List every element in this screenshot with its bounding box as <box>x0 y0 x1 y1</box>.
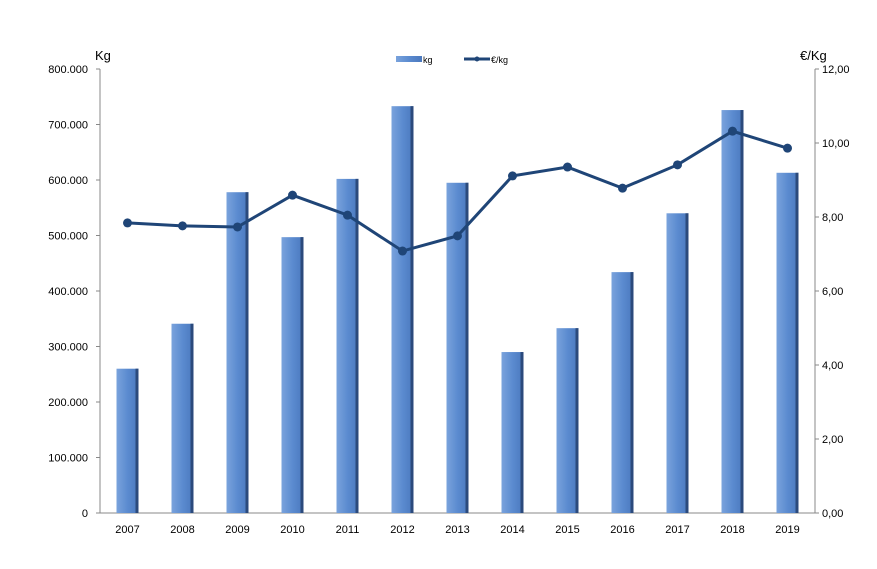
bar-2018 <box>721 110 744 513</box>
y-tick-label: 600.000 <box>48 175 88 187</box>
price-point-2007 <box>123 218 132 228</box>
y2-tick-label: 0,00 <box>822 508 843 520</box>
legend-kg-swatch <box>396 56 422 62</box>
price-point-2018 <box>728 126 737 136</box>
price-point-2015 <box>563 162 572 172</box>
y-tick-label: 0 <box>82 508 88 520</box>
price-point-2011 <box>343 210 352 220</box>
x-tick-label: 2018 <box>720 524 744 536</box>
bar-2014 <box>501 352 524 513</box>
y2-tick-label: 4,00 <box>822 360 843 372</box>
bar-edge-2013 <box>465 182 469 513</box>
bar-2008 <box>171 323 194 513</box>
bar-edge-2014 <box>520 352 524 513</box>
y-tick-label: 200.000 <box>48 397 88 409</box>
price-point-2013 <box>453 231 462 241</box>
legend-eur-marker <box>474 56 480 62</box>
x-tick-label: 2008 <box>170 524 194 536</box>
x-tick-label: 2013 <box>445 524 469 536</box>
price-point-2009 <box>233 222 242 232</box>
bar-2009 <box>226 192 249 513</box>
x-tick-label: 2016 <box>610 524 634 536</box>
y-tick-label: 700.000 <box>48 120 88 132</box>
y-axis-label: Kg <box>95 48 111 63</box>
x-tick-label: 2011 <box>336 524 360 536</box>
bar-edge-2015 <box>575 328 579 513</box>
y2-tick-label: 8,00 <box>822 212 843 224</box>
price-point-2008 <box>178 221 187 231</box>
x-tick-label: 2019 <box>775 524 799 536</box>
x-tick-label: 2015 <box>555 524 579 536</box>
y-tick-label: 100.000 <box>48 453 88 465</box>
x-tick-label: 2010 <box>280 524 304 536</box>
bar-2017 <box>666 213 689 514</box>
y2-axis-label: €/Kg <box>800 48 827 63</box>
y2-tick-label: 12,00 <box>822 64 850 76</box>
y-tick-label: 800.000 <box>48 64 88 76</box>
bar-edge-2016 <box>630 272 634 513</box>
legend: kg €/kg <box>396 55 508 65</box>
y-tick-label: 500.000 <box>48 231 88 243</box>
bar-edge-2011 <box>355 178 359 513</box>
y2-tick-label: 6,00 <box>822 286 843 298</box>
x-tick-label: 2012 <box>390 524 414 536</box>
price-point-2016 <box>618 183 627 193</box>
y-tick-label: 400.000 <box>48 286 88 298</box>
price-point-2014 <box>508 171 517 181</box>
price-point-2017 <box>673 160 682 170</box>
bar-edge-2009 <box>245 192 249 513</box>
bar-2016 <box>611 272 634 513</box>
bar-2019 <box>776 172 799 513</box>
bar-edge-2008 <box>190 323 194 513</box>
x-tick-label: 2009 <box>225 524 249 536</box>
bar-edge-2010 <box>300 237 304 514</box>
price-point-2019 <box>783 143 792 153</box>
bar-edge-2007 <box>135 368 139 513</box>
bar-2007 <box>116 368 139 513</box>
x-tick-label: 2017 <box>665 524 689 536</box>
bar-2011 <box>336 178 359 513</box>
bar-2010 <box>281 237 304 514</box>
y2-tick-label: 10,00 <box>822 138 850 150</box>
y2-tick-label: 2,00 <box>822 434 843 446</box>
bar-edge-2012 <box>410 106 414 513</box>
legend-eur-label: €/kg <box>491 55 508 65</box>
bar-edge-2019 <box>795 172 799 513</box>
x-tick-label: 2014 <box>500 524 524 536</box>
bar-edge-2018 <box>740 110 744 513</box>
y-tick-label: 300.000 <box>48 342 88 354</box>
price-point-2010 <box>288 190 297 200</box>
price-point-2012 <box>398 246 407 256</box>
bar-2013 <box>446 182 469 513</box>
bar-2012 <box>391 106 414 513</box>
legend-kg-label: kg <box>423 55 433 65</box>
x-tick-label: 2007 <box>115 524 139 536</box>
bar-edge-2017 <box>685 213 689 514</box>
bar-2015 <box>556 328 579 513</box>
